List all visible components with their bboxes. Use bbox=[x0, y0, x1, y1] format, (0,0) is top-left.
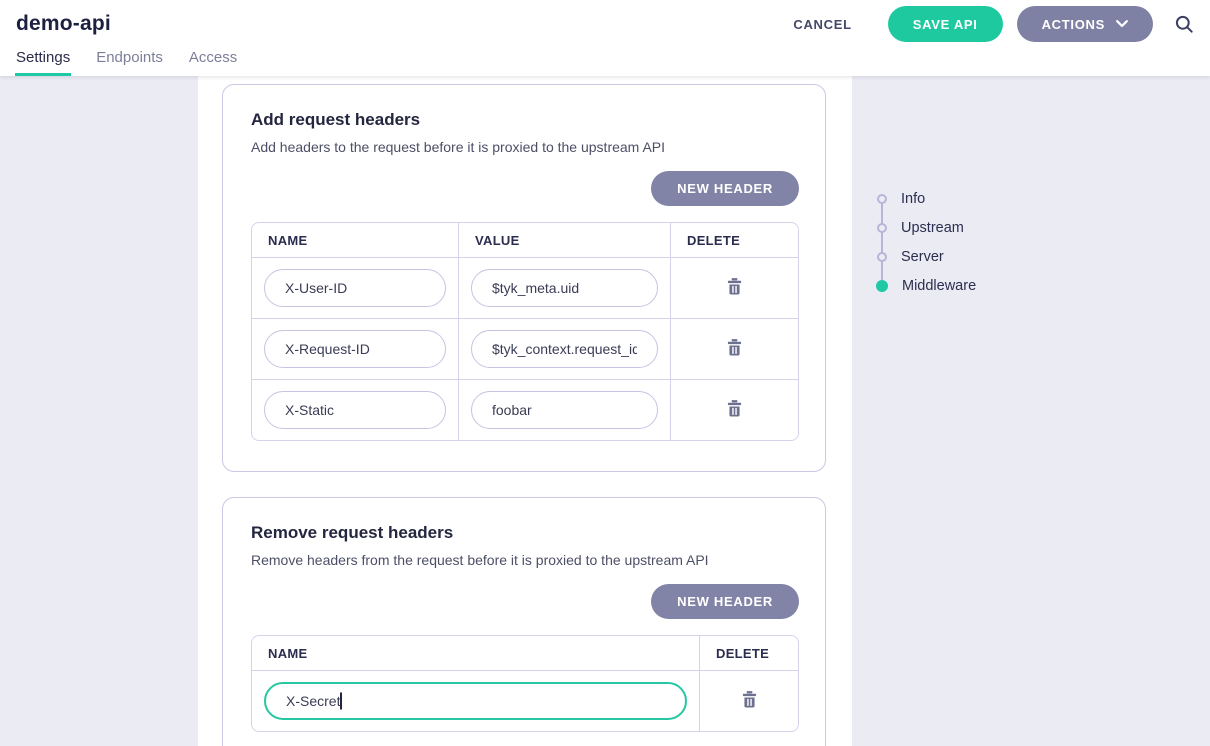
step-circle-active-icon bbox=[876, 279, 888, 292]
card-description: Remove headers from the request before i… bbox=[251, 552, 709, 568]
stepper-track: Info Upstream Server Middleware bbox=[876, 184, 976, 300]
card-title: Add request headers bbox=[251, 110, 421, 129]
step-label: Info bbox=[901, 190, 926, 207]
table-row bbox=[252, 379, 798, 440]
header-value-input[interactable] bbox=[471, 269, 658, 307]
add-headers-table: NAME VALUE DELETE bbox=[251, 222, 799, 441]
card-title: Remove request headers bbox=[251, 523, 454, 542]
card-description: Add headers to the request before it is … bbox=[251, 139, 666, 155]
chevron-down-icon bbox=[1116, 20, 1128, 28]
column-header-value: VALUE bbox=[458, 223, 670, 258]
button-row: NEW HEADER bbox=[249, 584, 799, 619]
focused-input-wrap bbox=[264, 682, 687, 720]
step-circle-icon bbox=[877, 222, 887, 233]
actions-dropdown-button[interactable]: ACTIONS bbox=[1016, 6, 1153, 42]
table-header-row: NAME DELETE bbox=[252, 636, 798, 671]
stepper-item-info[interactable]: Info bbox=[876, 184, 976, 213]
content-area: Add request headers Add headers to the r… bbox=[0, 76, 1210, 746]
new-header-button-add[interactable]: NEW HEADER bbox=[651, 171, 799, 206]
cancel-button[interactable]: CANCEL bbox=[793, 16, 852, 32]
tab-access[interactable]: Access bbox=[188, 49, 238, 66]
column-header-delete: DELETE bbox=[670, 223, 798, 258]
tab-bar: Settings Endpoints Access bbox=[0, 48, 1210, 76]
delete-row-button[interactable] bbox=[723, 398, 746, 419]
header-name-input[interactable] bbox=[264, 269, 446, 307]
header-name-input-focused[interactable] bbox=[264, 682, 687, 720]
step-label: Middleware bbox=[902, 277, 977, 294]
step-label: Upstream bbox=[901, 219, 964, 236]
table-header-row: NAME VALUE DELETE bbox=[252, 223, 798, 258]
trash-icon bbox=[727, 339, 742, 356]
step-label: Server bbox=[901, 248, 944, 265]
table-row bbox=[252, 258, 798, 318]
top-header: demo-api CANCEL SAVE API ACTIONS Setting… bbox=[0, 0, 1210, 76]
header-name-input[interactable] bbox=[264, 391, 446, 429]
column-header-delete: DELETE bbox=[699, 636, 798, 671]
remove-request-headers-card: Remove request headers Remove headers fr… bbox=[222, 497, 826, 746]
middleware-form-column: Add request headers Add headers to the r… bbox=[198, 76, 852, 746]
table-row bbox=[252, 318, 798, 379]
button-row: NEW HEADER bbox=[249, 171, 799, 206]
trash-icon bbox=[742, 691, 757, 708]
header-value-input[interactable] bbox=[471, 330, 658, 368]
stepper-item-middleware[interactable]: Middleware bbox=[876, 271, 976, 300]
actions-button-label: ACTIONS bbox=[1041, 16, 1105, 32]
delete-row-button[interactable] bbox=[723, 276, 746, 297]
text-cursor bbox=[340, 692, 342, 710]
delete-row-button[interactable] bbox=[723, 337, 746, 358]
trash-icon bbox=[727, 400, 742, 417]
section-stepper: Info Upstream Server Middleware bbox=[876, 184, 976, 300]
header-name-input[interactable] bbox=[264, 330, 446, 368]
page-title: demo-api bbox=[16, 12, 111, 35]
trash-icon bbox=[727, 278, 742, 295]
add-request-headers-card: Add request headers Add headers to the r… bbox=[222, 84, 826, 472]
tab-settings[interactable]: Settings bbox=[15, 48, 72, 76]
tab-endpoints[interactable]: Endpoints bbox=[96, 49, 163, 66]
column-header-name: NAME bbox=[252, 636, 699, 671]
delete-row-button[interactable] bbox=[738, 689, 761, 710]
remove-headers-table: NAME DELETE bbox=[251, 635, 799, 732]
header-value-input[interactable] bbox=[471, 391, 658, 429]
step-circle-icon bbox=[877, 251, 887, 262]
new-header-button-remove[interactable]: NEW HEADER bbox=[651, 584, 799, 619]
table-row bbox=[252, 671, 798, 731]
stepper-item-server[interactable]: Server bbox=[876, 242, 976, 271]
stepper-item-upstream[interactable]: Upstream bbox=[876, 213, 976, 242]
title-bar: demo-api CANCEL SAVE API ACTIONS bbox=[0, 0, 1210, 48]
save-api-button[interactable]: SAVE API bbox=[887, 6, 1003, 42]
column-header-name: NAME bbox=[252, 223, 458, 258]
search-icon[interactable] bbox=[1175, 15, 1194, 34]
step-circle-icon bbox=[877, 193, 887, 204]
